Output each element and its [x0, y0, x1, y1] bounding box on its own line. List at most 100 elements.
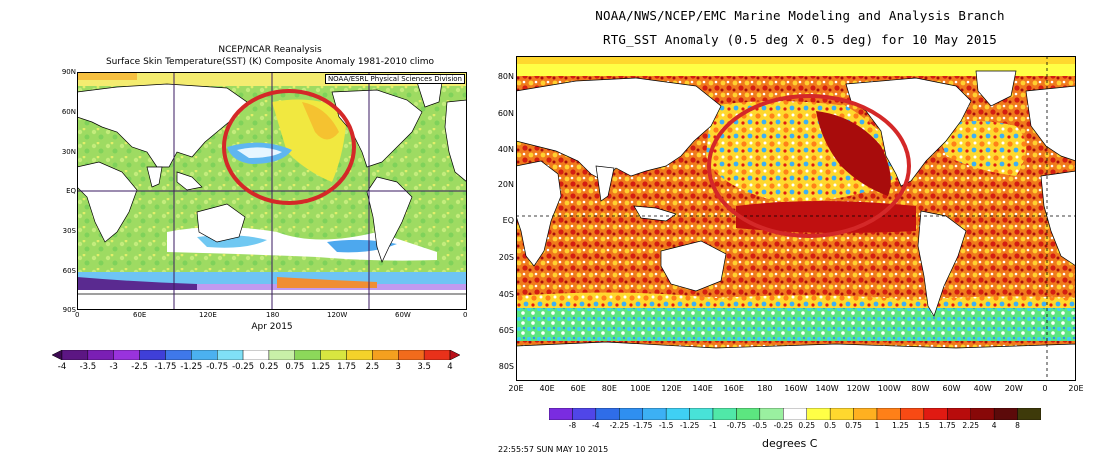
right-y-tick: 20N: [497, 180, 514, 189]
colorbar-label: -0.25: [232, 362, 255, 372]
colorbar-swatch: [759, 408, 784, 420]
colorbar-arrow-low: [52, 350, 63, 360]
right-x-tick: 40W: [973, 384, 992, 393]
left-x-tick: 60W: [395, 311, 411, 319]
colorbar-swatch: [947, 408, 971, 420]
right-x-tick: 0: [1042, 384, 1048, 393]
left-y-tick: EQ: [66, 187, 76, 195]
right-y-tick: 80S: [498, 362, 514, 371]
colorbar-swatch: [712, 408, 737, 420]
right-x-tick: 100E: [630, 384, 651, 393]
colorbar-label: -4: [57, 362, 67, 372]
right-x-tick: 20E: [508, 384, 524, 393]
right-x-tick: 160E: [723, 384, 744, 393]
right-y-tick: 40N: [497, 145, 514, 154]
right-x-tick: 140W: [815, 384, 839, 393]
right-x-tick: 120W: [846, 384, 870, 393]
left-y-tick: 60N: [61, 108, 76, 116]
colorbar-arrow-high: [449, 350, 460, 360]
right-x-tick: 60W: [942, 384, 961, 393]
colorbar-swatch: [61, 350, 89, 360]
colorbar-swatch: [294, 350, 321, 360]
left-sst-map: [77, 72, 467, 310]
right-y-axis: 80N 60N 40N 20N EQ 20S 40S 60S 80S: [490, 56, 514, 381]
colorbar-label: -4: [592, 421, 600, 430]
colorbar-label: -8: [568, 421, 577, 430]
colorbar-swatch: [900, 408, 925, 420]
colorbar-label: 1.75: [337, 362, 356, 372]
right-y-tick: 80N: [497, 72, 514, 81]
right-y-tick: 20S: [498, 253, 514, 262]
left-y-tick: 30S: [62, 227, 76, 235]
right-sst-map: [516, 56, 1076, 381]
colorbar-swatch: [372, 350, 399, 360]
left-x-tick: 180: [266, 311, 280, 319]
colorbar-label: 0.25: [798, 421, 816, 430]
colorbar-swatch: [806, 408, 831, 420]
right-x-tick: 120E: [661, 384, 682, 393]
colorbar-swatch: [665, 408, 690, 420]
colorbar-label: -1.5: [658, 421, 674, 430]
colorbar-swatch: [876, 408, 901, 420]
colorbar-swatch: [191, 350, 218, 360]
colorbar-swatch: [736, 408, 761, 420]
right-x-tick: 80E: [601, 384, 617, 393]
right-x-tick: 20E: [1068, 384, 1084, 393]
colorbar-swatch: [993, 408, 1018, 420]
colorbar-label: -3.5: [79, 362, 97, 372]
colorbar-label: 4: [447, 362, 453, 372]
right-x-tick: 180: [757, 384, 773, 393]
colorbar-swatch: [165, 350, 192, 360]
colorbar-label: 1: [874, 421, 880, 430]
left-colorbar-labels: -4 -3.5 -3 -2.5 -1.75 -1.25 -0.75 -0.25 0.25 0.75…: [52, 362, 460, 374]
left-y-tick: 60S: [62, 267, 76, 275]
left-map-credit: NOAA/ESRL Physical Sciences Division: [324, 74, 465, 84]
right-y-tick: 60N: [497, 109, 514, 118]
colorbar-swatch: [829, 408, 854, 420]
colorbar-label: -1.75: [154, 362, 177, 372]
colorbar-swatch: [572, 408, 597, 420]
right-x-axis: 20E 40E 60E 80E 100E 120E 140E 160E 180 160W 140W 1…: [506, 384, 1086, 396]
left-x-tick: 120E: [199, 311, 217, 319]
left-map-frame: NOAA/ESRL Physical Sciences Division: [77, 72, 467, 310]
left-map-date: Apr 2015: [251, 322, 293, 332]
colorbar-swatch: [689, 408, 714, 420]
right-x-tick: 140E: [692, 384, 713, 393]
colorbar-swatch: [398, 350, 425, 360]
colorbar-label: 1.25: [892, 421, 909, 430]
right-x-tick: 40E: [539, 384, 555, 393]
colorbar-swatch: [783, 408, 807, 420]
left-colorbar-svg: [52, 350, 460, 360]
colorbar-swatch: [242, 350, 270, 360]
left-y-tick: 30N: [61, 148, 76, 156]
right-highlight-circle: [707, 94, 911, 238]
colorbar-swatch: [970, 408, 995, 420]
colorbar-label: 8: [1015, 421, 1020, 430]
colorbar-swatch: [320, 350, 347, 360]
colorbar-swatch: [268, 350, 296, 360]
colorbar-swatch: [423, 350, 451, 360]
colorbar-label: 0.5: [824, 421, 837, 430]
colorbar-swatch: [549, 408, 573, 420]
colorbar-label: 0.75: [845, 421, 862, 430]
colorbar-label: -0.5: [752, 421, 768, 430]
left-x-tick: 0: [463, 311, 468, 319]
colorbar-label: -0.25: [773, 421, 793, 430]
colorbar-label: 3.5: [417, 362, 431, 372]
colorbar-label: 0.25: [259, 362, 279, 372]
colorbar-label: 1.5: [917, 421, 930, 430]
left-y-axis: 90N 60N 30N EQ 30S 60S 90S: [58, 68, 76, 314]
colorbar-swatch: [113, 350, 140, 360]
right-x-tick: 80W: [911, 384, 930, 393]
left-map-title: NCEP/NCAR Reanalysis: [218, 45, 322, 55]
colorbar-label: -1: [709, 421, 717, 430]
colorbar-swatch: [595, 408, 620, 420]
left-y-tick: 90S: [62, 306, 76, 314]
left-y-tick: 90N: [61, 68, 76, 76]
colorbar-label: -0.75: [726, 421, 747, 430]
colorbar-label: 2.5: [365, 362, 380, 372]
right-map-frame: [516, 56, 1076, 381]
colorbar-swatch: [216, 350, 244, 360]
right-y-tick: 40S: [498, 290, 514, 299]
left-map-subtitle: Surface Skin Temperature(SST) (K) Compos…: [105, 57, 435, 67]
